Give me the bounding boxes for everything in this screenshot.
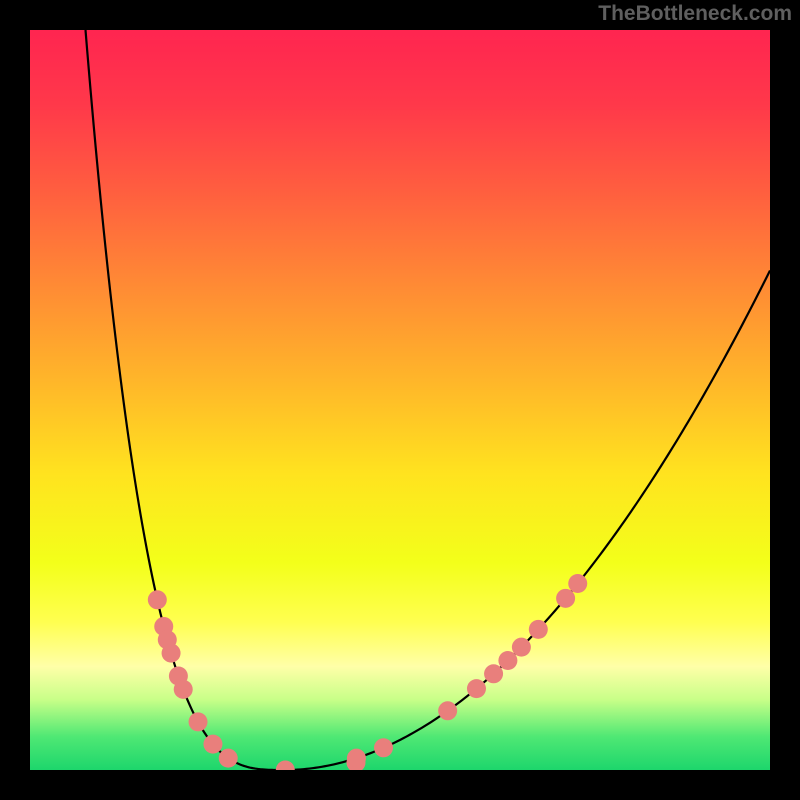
- curve-marker: [203, 735, 222, 754]
- curve-marker: [189, 712, 208, 731]
- curve-marker: [484, 664, 503, 683]
- curve-marker: [512, 638, 531, 657]
- watermark-text: TheBottleneck.com: [598, 2, 792, 26]
- curve-marker: [162, 644, 181, 663]
- curve-marker: [438, 701, 457, 720]
- curve-marker: [347, 749, 366, 768]
- gradient-background: [30, 30, 770, 770]
- curve-marker: [467, 679, 486, 698]
- plot-area: [30, 30, 770, 770]
- curve-marker: [219, 749, 238, 768]
- chart-svg: [30, 30, 770, 770]
- curve-marker: [529, 620, 548, 639]
- curve-marker: [174, 680, 193, 699]
- curve-marker: [498, 651, 517, 670]
- curve-marker: [374, 738, 393, 757]
- curve-marker: [568, 574, 587, 593]
- curve-marker: [556, 589, 575, 608]
- curve-marker: [148, 590, 167, 609]
